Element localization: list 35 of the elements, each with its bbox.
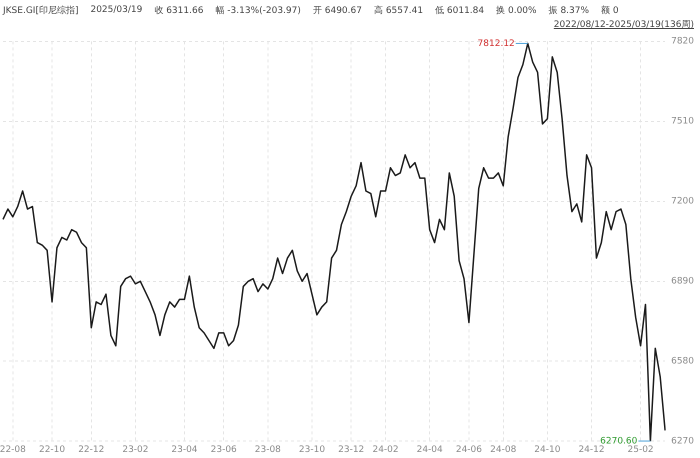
x-tick-label: 24-06	[456, 444, 482, 455]
text: 振 8.37%	[548, 4, 590, 16]
x-tick-label: 25-02	[627, 444, 654, 455]
x-tick-label: 23-12	[338, 444, 364, 455]
y-tick-label: 7820	[671, 36, 694, 47]
y-tick-label: 7510	[671, 116, 694, 127]
text: 2025/03/19	[90, 5, 142, 15]
x-tick-label: 23-06	[210, 444, 238, 455]
x-tick-label: 22-10	[38, 444, 66, 455]
text: 低 6011.84	[435, 4, 484, 16]
x-tick-label: 22-08	[0, 444, 26, 455]
text: 高 6557.41	[374, 4, 424, 16]
y-tick-label: 6890	[671, 276, 694, 287]
x-tick-label: 24-12	[578, 444, 605, 455]
x-tick-label: 23-04	[171, 444, 198, 455]
y-tick-label: 6270	[671, 436, 694, 447]
annotation: 6270.60	[600, 436, 638, 446]
text: 幅 -3.13%(-203.97)	[215, 4, 301, 16]
x-tick-label: 24-08	[490, 444, 517, 455]
x-tick-label: 23-02	[122, 444, 148, 455]
x-tick-label: 24-02	[372, 444, 399, 455]
text: 额 0	[601, 4, 619, 16]
text: 开 6490.67	[312, 4, 362, 16]
text: 换 0.00%	[496, 4, 537, 16]
x-tick-label: 24-10	[534, 444, 561, 455]
x-tick-label: 22-12	[78, 444, 104, 455]
text: 收 6311.66	[154, 4, 204, 16]
y-tick-label: 6580	[671, 356, 694, 367]
x-tick-label: 23-10	[298, 444, 326, 455]
x-tick-label: 24-04	[416, 444, 444, 455]
chart-subtitle: 2022/08/12-2025/03/19(136周)	[552, 20, 695, 30]
chart-title: JKSE.GI[印尼综指]	[3, 4, 78, 16]
annotation: 7812.12	[478, 38, 515, 49]
y-tick-label: 7200	[671, 196, 694, 207]
x-tick-label: 23-08	[254, 444, 282, 455]
